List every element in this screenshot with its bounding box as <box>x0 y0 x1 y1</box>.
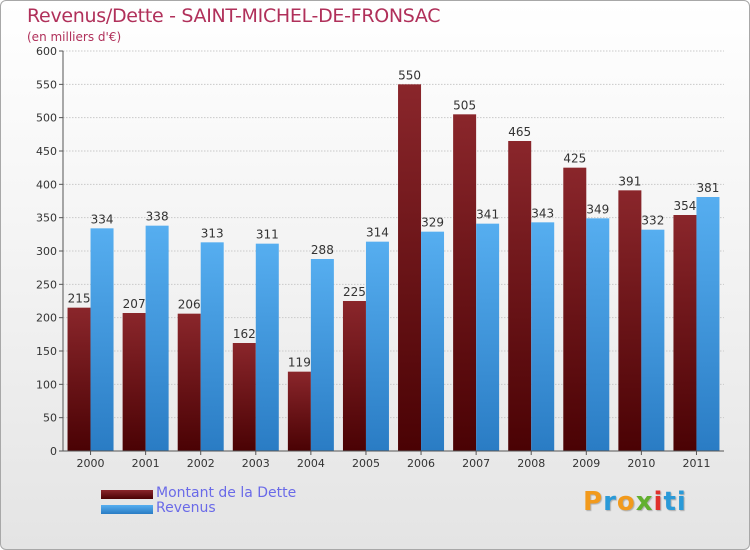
value-label-dette: 162 <box>233 327 256 341</box>
value-label-dette: 225 <box>343 285 366 299</box>
x-tick-label: 2006 <box>407 457 435 470</box>
bar-revenus <box>90 228 114 451</box>
y-tick-label: 600 <box>36 45 57 58</box>
bar-revenus <box>255 243 279 451</box>
y-tick-label: 250 <box>36 278 57 291</box>
y-tick-label: 450 <box>36 145 57 158</box>
bar-dette <box>508 141 532 451</box>
logo-letter: i <box>653 487 664 517</box>
y-tick-label: 0 <box>50 445 57 458</box>
y-tick-label: 200 <box>36 312 57 325</box>
bar-revenus <box>586 218 610 451</box>
bar-dette <box>563 167 587 451</box>
value-label-dette: 354 <box>674 199 697 213</box>
y-tick-label: 350 <box>36 212 57 225</box>
bar-revenus <box>310 259 334 451</box>
value-label-revenus: 349 <box>586 202 609 216</box>
value-label-dette: 391 <box>618 174 641 188</box>
bar-dette <box>342 301 366 451</box>
value-label-revenus: 314 <box>366 226 389 240</box>
chart-title: Revenus/Dette - SAINT-MICHEL-DE-FRONSAC <box>27 5 441 27</box>
bar-dette <box>287 371 311 451</box>
value-label-revenus: 329 <box>421 216 444 230</box>
bar-revenus <box>200 242 224 451</box>
y-tick-label: 400 <box>36 178 57 191</box>
y-tick-label: 300 <box>36 245 57 258</box>
bar-revenus <box>696 197 720 451</box>
proxiti-logo: Proxiti <box>583 487 687 517</box>
legend-label-revenus: Revenus <box>156 500 216 516</box>
x-tick-label: 2009 <box>572 457 600 470</box>
y-tick-label: 100 <box>36 378 57 391</box>
bar-revenus <box>145 225 169 451</box>
y-tick-label: 550 <box>36 78 57 91</box>
x-tick-label: 2001 <box>132 457 160 470</box>
x-tick-label: 2000 <box>77 457 105 470</box>
bar-revenus <box>476 223 500 451</box>
value-label-dette: 465 <box>508 125 531 139</box>
bar-dette <box>398 84 422 451</box>
value-label-dette: 550 <box>398 68 421 82</box>
logo-letter: ti <box>663 487 687 517</box>
value-label-revenus: 288 <box>311 243 334 257</box>
value-label-revenus: 332 <box>641 214 664 228</box>
bar-revenus <box>365 241 389 451</box>
bar-revenus <box>531 222 555 451</box>
value-label-revenus: 334 <box>91 212 114 226</box>
bar-dette <box>232 343 256 451</box>
x-tick-label: 2002 <box>187 457 215 470</box>
value-label-dette: 425 <box>563 152 586 166</box>
value-label-revenus: 313 <box>201 226 224 240</box>
bar-dette <box>618 190 642 452</box>
value-label-revenus: 341 <box>476 208 499 222</box>
value-label-revenus: 311 <box>256 228 279 242</box>
bar-dette <box>67 307 91 451</box>
legend-swatch-revenus <box>101 505 153 514</box>
y-tick-label: 150 <box>36 345 57 358</box>
logo-letter: x <box>635 487 654 517</box>
value-label-revenus: 343 <box>531 206 554 220</box>
value-label-dette: 119 <box>288 356 311 370</box>
logo-letter: r <box>603 487 617 517</box>
legend-swatch-dette <box>101 490 153 499</box>
bar-dette <box>122 313 146 451</box>
y-tick-label: 50 <box>43 412 57 425</box>
x-tick-label: 2011 <box>682 457 710 470</box>
bar-revenus <box>421 231 445 451</box>
axes: 0 50 100 150 200 250 300 350 400 450 500 550 600 2000… <box>36 45 724 470</box>
x-tick-label: 2005 <box>352 457 380 470</box>
logo-letter: P <box>583 487 604 517</box>
value-label-dette: 207 <box>123 297 146 311</box>
bar-dette <box>453 114 477 451</box>
value-label-dette: 505 <box>453 98 476 112</box>
chart-subtitle: (en milliers d'€) <box>27 30 122 44</box>
bar-revenus <box>641 229 665 451</box>
value-label-dette: 206 <box>178 298 201 312</box>
bars <box>67 84 720 452</box>
value-label-revenus: 381 <box>697 181 720 195</box>
bar-dette <box>177 313 201 451</box>
x-tick-label: 2010 <box>627 457 655 470</box>
legend-label-dette: Montant de la Dette <box>156 485 297 501</box>
data-labels: 215 334 207 338 206 313 162 311 119 288 225 314 550 3… <box>68 68 720 369</box>
logo-letter: o <box>616 487 636 517</box>
bar-dette <box>673 215 697 451</box>
x-tick-label: 2004 <box>297 457 325 470</box>
x-tick-label: 2003 <box>242 457 270 470</box>
x-tick-label: 2008 <box>517 457 545 470</box>
x-tick-label: 2007 <box>462 457 490 470</box>
y-tick-label: 500 <box>36 112 57 125</box>
value-label-revenus: 338 <box>146 210 169 224</box>
value-label-dette: 215 <box>68 292 91 306</box>
